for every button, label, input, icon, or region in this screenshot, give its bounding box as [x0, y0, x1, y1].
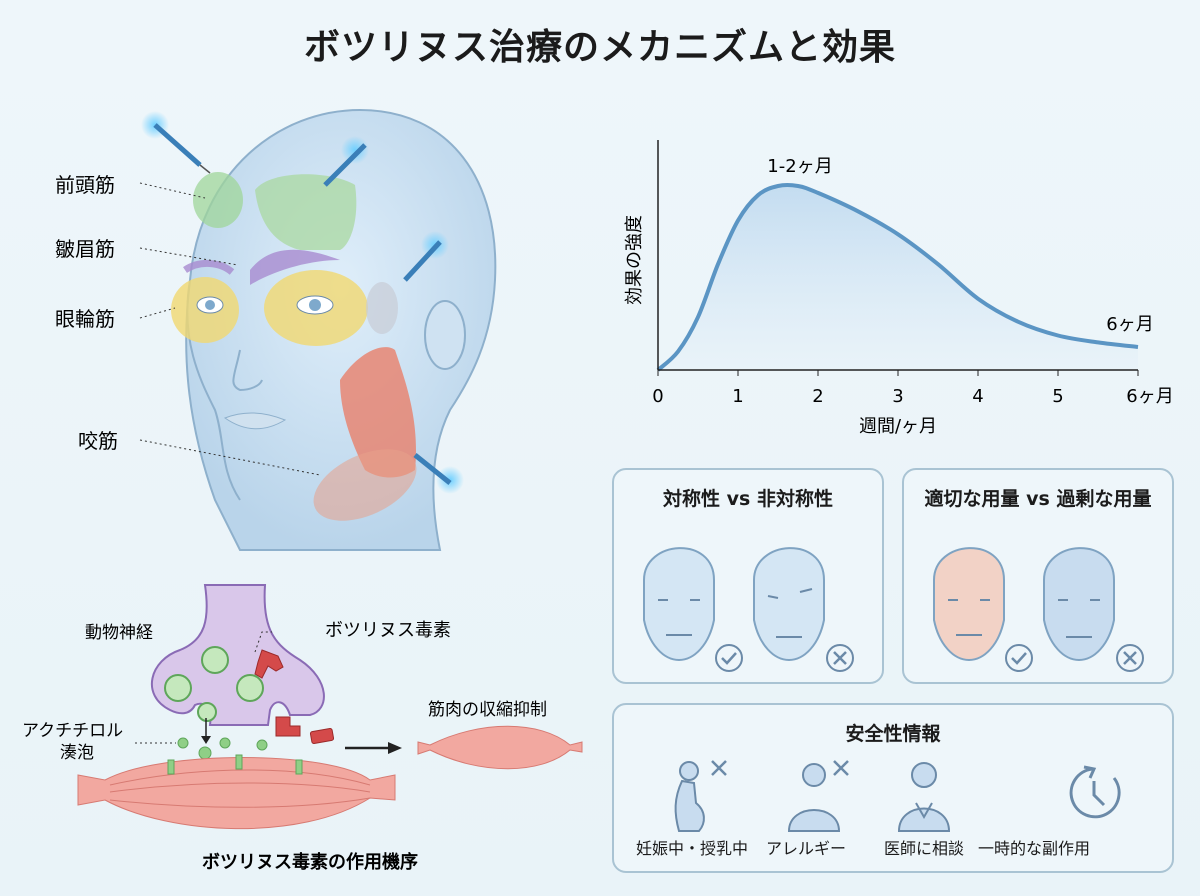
end-annotation: 6ヶ月 [1106, 314, 1153, 335]
y-axis-label: 効果の強度 [624, 215, 645, 305]
x-tick-label: 3 [892, 386, 903, 407]
x-axis-label: 週間/ヶ月 [859, 416, 937, 437]
symmetry-panel-title: 対称性 vs 非対称性 [663, 488, 833, 510]
overdosed-face [1043, 547, 1115, 662]
relaxed-muscle [417, 725, 583, 770]
symmetry-faces [643, 547, 854, 672]
x-tick-label: 0 [652, 386, 663, 407]
check-icon [715, 644, 743, 672]
x-tick-label: 1 [732, 386, 743, 407]
label-frontalis: 前頭筋 [55, 173, 115, 197]
allergy-person-icon [787, 763, 841, 832]
label-result: 筋肉の収縮抑制 [428, 700, 547, 720]
safety-item-label: 一時的な副作用 [977, 839, 1090, 858]
label-nerve: 動物神経 [85, 623, 153, 643]
clock-icon [1069, 765, 1121, 819]
page-title: ボツリヌス治療のメカニズムと効果 [303, 27, 896, 68]
label-masseter: 咬筋 [78, 429, 118, 453]
vesicle-icon [164, 646, 264, 722]
safety-panel-title: 安全性情報 [845, 723, 941, 745]
cross-icon [826, 644, 854, 672]
dose-faces [933, 547, 1144, 672]
symmetric-face [643, 547, 715, 662]
label-vesicle-1: アクチチロル [22, 721, 123, 741]
x-tick-label: 5 [1052, 386, 1063, 407]
dose-panel: 適切な用量 vs 過剰な用量 [902, 468, 1174, 684]
corrugator-muscle [250, 249, 340, 285]
ear [424, 300, 466, 370]
safety-panel: 安全性情報 妊娠中・授乳中 アレルギー 医師に相談 一時的な副作用 [612, 703, 1174, 873]
toxin-icon [254, 649, 335, 745]
masseter-muscle [340, 347, 416, 478]
x-tick-label: 2 [812, 386, 823, 407]
pregnant-woman-icon [674, 761, 705, 832]
cross-mark-icon [833, 760, 849, 776]
doctor-icon [897, 762, 951, 832]
x-tick-label: 6ヶ月 [1126, 386, 1173, 407]
frontalis-muscle-right [255, 174, 357, 250]
cross-mark-icon [711, 760, 727, 776]
label-orbicularis: 眼輪筋 [55, 307, 115, 331]
nerve-terminal [151, 584, 325, 726]
x-tick-label: 4 [972, 386, 983, 407]
effect-duration-chart: 0 1 2 3 4 5 6ヶ月 1-2ヶ月 6ヶ月 週間/ヶ月 効果の強度 [624, 140, 1174, 437]
muscle-fiber [77, 757, 396, 830]
chart-area-fill [658, 184, 1138, 370]
check-icon [1005, 644, 1033, 672]
syringe-icon [141, 111, 464, 494]
label-toxin: ボツリヌス毒素 [325, 620, 451, 641]
symmetry-panel: 対称性 vs 非対称性 [612, 468, 884, 684]
safety-item-label: アレルギー [765, 839, 846, 858]
safety-item-label: 妊娠中・授乳中 [635, 839, 748, 858]
label-corrugator: 皺眉筋 [55, 237, 115, 261]
cross-icon [1116, 644, 1144, 672]
dose-panel-title: 適切な用量 vs 過剰な用量 [924, 488, 1152, 510]
mechanism-illustration: 動物神経 ボツリヌス毒素 アクチチロル 湊泡 筋肉の収縮抑制 ボツリヌス毒素の作… [22, 584, 583, 873]
chart-series-line [656, 182, 1139, 372]
mechanism-caption: ボツリヌス毒素の作用機序 [202, 851, 418, 873]
peak-annotation: 1-2ヶ月 [767, 156, 832, 177]
label-vesicle-2: 湊泡 [60, 743, 94, 763]
asymmetric-face [753, 547, 825, 662]
safety-icons [674, 760, 1121, 832]
natural-face [933, 547, 1005, 662]
safety-item-label: 医師に相談 [883, 839, 964, 858]
face-anatomy-illustration: 前頭筋 皺眉筋 眼輪筋 咬筋 [55, 108, 497, 551]
frontalis-muscle [193, 172, 243, 228]
